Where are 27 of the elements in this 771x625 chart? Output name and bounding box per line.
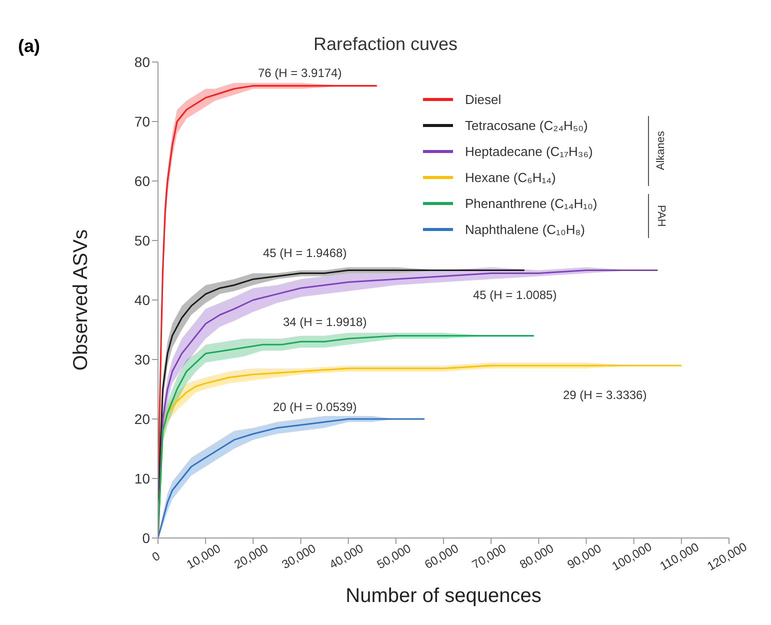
legend-label: Phenanthrene (C₁₄H₁₀) — [465, 196, 598, 210]
annotation: 29 (H = 3.3336) — [563, 388, 647, 402]
y-tick-label: 60 — [134, 172, 150, 189]
annotation: 20 (H = 0.0539) — [273, 400, 357, 414]
chart-title: Rarefaction cuves — [313, 34, 458, 54]
annotation: 45 (H = 1.9468) — [263, 246, 347, 260]
x-tick-label: 0 — [150, 548, 163, 564]
legend-label: Tetracosane (C₂₄H₅₀) — [465, 118, 588, 132]
legend-label: Naphthalene (C₁₀H₈) — [465, 222, 585, 236]
y-axis-title: Observed ASVs — [70, 229, 92, 371]
text: (a) — [18, 36, 40, 57]
annotation: 45 (H = 1.0085) — [473, 288, 557, 302]
legend-label: Heptadecane (C₁₇H₃₆) — [465, 144, 593, 158]
annotation: 34 (H = 1.9918) — [283, 315, 367, 329]
y-tick-label: 70 — [134, 113, 150, 130]
x-axis-title: Number of sequences — [346, 585, 542, 607]
y-tick-label: 30 — [134, 351, 150, 368]
y-tick-label: 50 — [134, 232, 150, 248]
y-tick-label: 80 — [134, 54, 150, 70]
annotation: 76 (H = 3.9174) — [258, 66, 342, 80]
y-tick-label: 40 — [134, 292, 150, 308]
y-tick-label: 10 — [134, 470, 150, 486]
y-tick-label: 20 — [134, 410, 150, 427]
annotation: PAH — [655, 205, 667, 227]
annotation: Alkanes — [655, 131, 667, 171]
legend-label: Hexane (C₆H₁₄) — [465, 170, 556, 184]
legend-label: Diesel — [465, 92, 502, 106]
